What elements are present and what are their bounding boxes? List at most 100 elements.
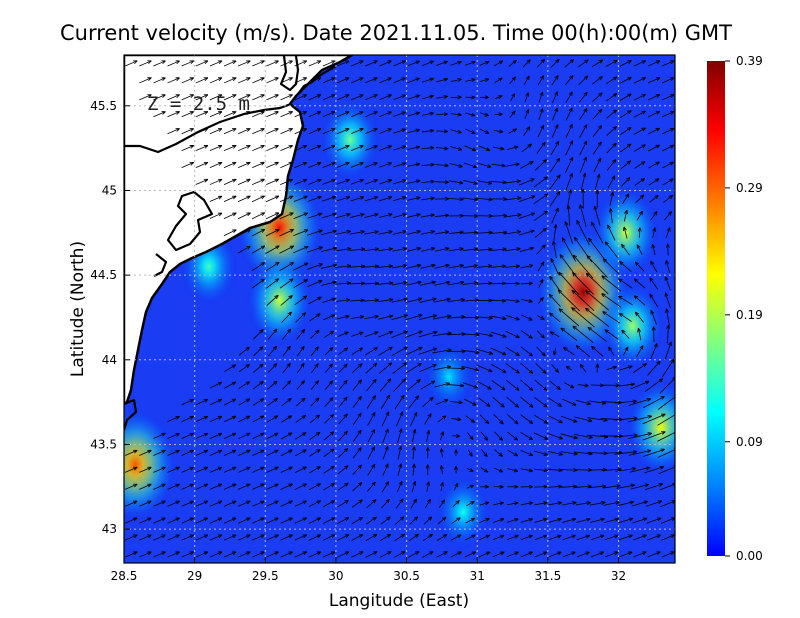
current-vector [379,180,391,185]
current-vector [294,95,307,101]
current-vector [580,364,587,373]
current-vector [480,431,488,440]
current-vector [350,214,364,218]
current-vector [351,552,362,558]
current-vector [505,330,520,337]
current-vector [629,468,650,473]
current-vector [308,180,321,185]
current-vector [351,95,363,101]
current-vector [647,78,660,84]
current-vector [336,163,349,168]
current-vector [408,552,419,558]
current-vector [590,519,604,523]
current-vector [577,60,588,68]
current-vector [436,79,447,83]
current-vector [406,380,420,392]
current-vector [548,535,561,541]
current-vector [377,299,393,303]
current-vector [589,502,605,506]
current-vector [252,501,264,507]
current-vector [607,176,614,189]
current-vector [619,296,633,306]
current-vector [503,215,521,218]
current-vector [437,517,446,525]
current-vector [323,315,334,321]
x-tick-label: 31.5 [534,569,561,583]
current-vector [308,467,320,474]
current-vector [267,399,277,406]
current-vector [667,325,668,344]
current-vector [479,112,488,116]
current-vector [606,127,616,136]
current-vector [441,466,442,475]
current-vector [280,552,293,558]
current-vector [251,263,265,272]
current-vector [280,501,293,507]
current-vector [195,146,208,152]
current-vector [407,130,420,134]
current-vector [379,379,391,392]
current-vector [520,450,533,456]
current-vector [280,433,292,440]
current-vector [520,535,533,541]
current-vector [406,231,420,235]
current-vector [252,450,264,456]
current-vector [476,232,492,233]
current-vector [520,265,532,269]
current-vector [478,552,490,558]
current-vector [238,416,249,423]
colorbar-tick-label: 0.19 [736,308,763,322]
current-vector [209,552,222,558]
current-vector [391,282,407,286]
current-vector [295,398,305,407]
current-vector [309,415,319,424]
current-vector [322,78,335,84]
current-vector [479,519,489,524]
current-vector [448,265,464,269]
current-vector [296,346,304,357]
current-vector [620,178,630,187]
current-vector [393,129,406,134]
current-vector [253,364,263,373]
current-vector [548,397,561,406]
current-vector [575,399,591,404]
current-vector [448,282,464,286]
current-vector [652,245,656,256]
current-vector [321,231,336,236]
current-vector [635,262,645,272]
current-vector [223,61,236,67]
current-vector [352,430,361,442]
current-vector [636,346,643,358]
y-axis-label: Latitude (North) [68,241,88,377]
x-tick-label: 31 [470,569,485,583]
current-vector [393,61,406,67]
current-vector [407,113,420,117]
current-vector [589,238,607,262]
current-vector [252,399,264,406]
current-vector [393,146,405,151]
current-vector [520,503,533,506]
current-vector [533,432,548,439]
current-vector [279,246,293,254]
current-vector [350,163,363,168]
grid-lines [124,55,675,563]
current-vector [349,249,365,251]
current-vector [650,294,658,308]
x-tick-label: 30 [328,569,343,583]
current-vector [209,196,222,202]
current-vector [659,484,675,491]
current-vector [554,347,556,355]
current-vector [534,519,547,523]
current-vector [476,249,492,251]
current-vector [352,483,361,492]
current-vector [450,146,462,149]
current-vector [252,112,264,118]
current-vector [335,249,350,252]
current-vector [494,449,502,457]
current-vector [534,503,548,506]
current-vector [565,108,572,121]
current-vector [492,396,504,407]
current-vector [209,95,222,101]
current-vector [266,450,278,457]
current-vector [336,61,349,67]
